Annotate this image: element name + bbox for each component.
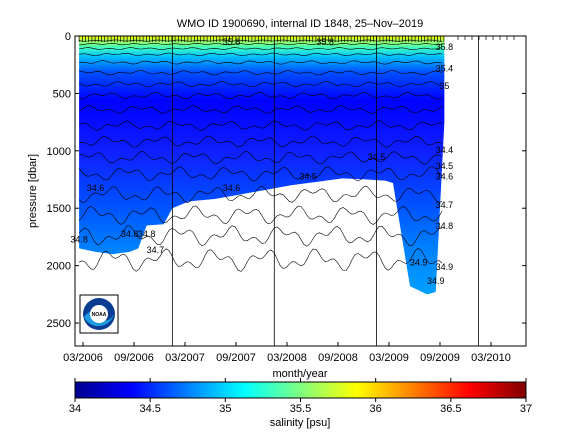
colorbar-gradient — [74, 381, 527, 399]
contour-label: 34.6 — [436, 172, 454, 182]
contour-line — [78, 120, 443, 131]
contour-line — [78, 166, 443, 182]
x-tick-label: 09/2006 — [114, 352, 154, 364]
contour-line — [79, 42, 443, 46]
x-axis-label: month/year — [272, 368, 327, 380]
contour-label: 35.4 — [436, 64, 454, 74]
contour-line — [78, 225, 443, 247]
colorbar-ticks: 34 34.5 35 35.5 36 36.5 37 — [69, 378, 532, 415]
contour-label: 34.8 — [70, 235, 88, 245]
y-tick-label: 1000 — [47, 146, 71, 158]
contour-line — [78, 105, 443, 114]
contour-line — [79, 91, 443, 100]
x-tick-label: 03/2009 — [369, 352, 409, 364]
contour-line — [79, 135, 443, 148]
colorbar-label: salinity [psu] — [270, 417, 331, 429]
contour-label: 34.6 — [223, 183, 241, 193]
colorbar-tick-label: 34 — [69, 403, 81, 415]
contour-label: 34.4 — [436, 145, 454, 155]
salinity-section — [79, 36, 445, 295]
contour-line — [78, 81, 443, 88]
y-tick-label: 500 — [53, 88, 71, 100]
x-tick-label: 09/2008 — [318, 352, 358, 364]
contour-line — [79, 70, 443, 76]
colorbar-tick-label: 36 — [370, 403, 382, 415]
x-axis: 03/2006 09/2006 03/2007 09/2007 03/2008 09/20… — [63, 342, 511, 364]
chart-title: WMO ID 1900690, internal ID 1848, 25–Nov… — [177, 18, 423, 30]
contour-label: 34.5 — [368, 152, 386, 162]
contour-label: 34.5 — [436, 161, 454, 171]
contour-line — [79, 52, 443, 57]
x-tick-label: 03/2010 — [471, 352, 511, 364]
colorbar-tick-label: 34.5 — [139, 403, 160, 415]
contour-label: 35.8 — [223, 37, 241, 47]
contour-line — [79, 60, 443, 65]
colorbar: 34 34.5 35 35.5 36 36.5 37 salinity [psu] — [69, 378, 532, 429]
plot-area: 35.8 35.8 35.835.43534.434.534.634.734.834… — [70, 35, 527, 347]
year-boundary-lines — [171, 36, 479, 346]
contour-line — [79, 47, 443, 51]
contour-label: 34.9 — [436, 262, 454, 272]
noaa-logo: NOAA — [79, 294, 119, 334]
contour-label: 34.5 — [299, 172, 317, 182]
contour-label: 35 — [439, 81, 449, 91]
contour-label: 34.9 — [410, 258, 428, 268]
colorbar-tick-label: 37 — [520, 403, 532, 415]
contour-label: 34.8 — [121, 229, 139, 239]
colorbar-tick-label: 36.5 — [440, 403, 461, 415]
y-tick-label: 2000 — [47, 261, 71, 273]
x-tick-label: 09/2009 — [420, 352, 460, 364]
y-axis-label: pressure [dbar] — [27, 154, 39, 228]
x-tick-label: 09/2007 — [216, 352, 256, 364]
contour-labels: 35.8 35.8 35.835.43534.434.534.634.734.834… — [70, 37, 453, 286]
y-tick-label: 1500 — [47, 203, 71, 215]
y-tick-label: 2500 — [47, 318, 71, 330]
x-tick-label: 03/2006 — [63, 352, 103, 364]
colorbar-tick-label: 35.5 — [290, 403, 311, 415]
contour-label: 34.7 — [436, 200, 454, 210]
contour-line — [78, 247, 443, 272]
contour-line — [78, 185, 443, 204]
y-tick-label: 0 — [65, 31, 71, 43]
contour-label: 35.8 — [316, 37, 334, 47]
colorbar-tick-label: 35 — [219, 403, 231, 415]
x-tick-label: 03/2007 — [165, 352, 205, 364]
logo-text: NOAA — [92, 312, 107, 318]
contour-label: 34.9 — [427, 276, 445, 286]
profile-tick-marks — [78, 36, 515, 42]
contour-label: 34.8 — [138, 229, 156, 239]
plot-frame — [74, 35, 527, 347]
contour-line — [79, 150, 443, 165]
contour-line — [78, 205, 443, 225]
contour-label: 34.7 — [147, 245, 165, 255]
contour-label: 34.8 — [436, 221, 454, 231]
y-axis: 0 500 1000 1500 2000 2500 — [47, 31, 526, 330]
contour-label: 35.8 — [436, 42, 454, 52]
contour-label: 34.6 — [87, 183, 105, 193]
contour-lines — [78, 39, 443, 272]
x-tick-label: 03/2008 — [267, 352, 307, 364]
